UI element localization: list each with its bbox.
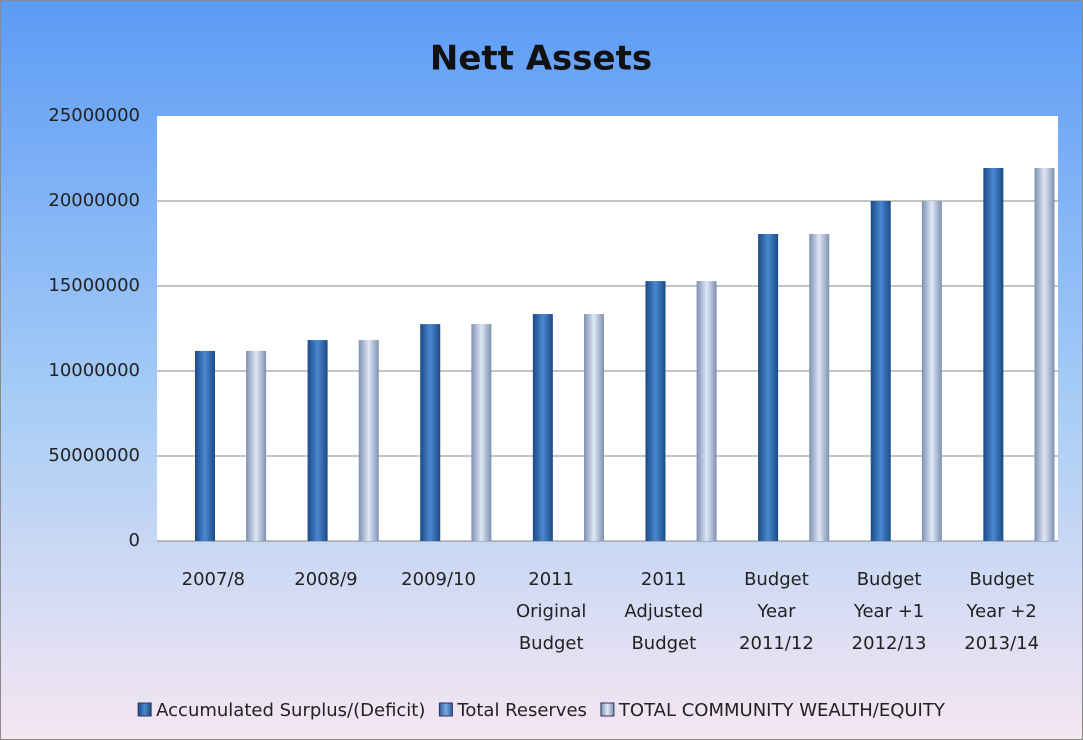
y-tick-label: 20000000 — [48, 190, 140, 211]
x-tick-line: Budget — [969, 569, 1034, 590]
bar — [809, 233, 830, 542]
x-tick-line: 2013/14 — [964, 633, 1039, 654]
x-tick-line: Budget — [519, 633, 584, 654]
x-tick-line: 2011 — [641, 569, 687, 590]
y-tick-label: 50000000 — [48, 445, 140, 466]
bar — [1034, 168, 1055, 541]
x-tick-line: Budget — [631, 633, 696, 654]
bar — [420, 324, 441, 541]
bar — [246, 350, 267, 541]
bar — [645, 281, 666, 541]
y-tick-label: 0 — [129, 530, 140, 551]
y-tick-label: 15000000 — [48, 275, 140, 296]
bar — [471, 324, 492, 541]
bar — [358, 340, 379, 541]
legend-swatch — [438, 702, 453, 717]
x-tick-line: Year — [756, 601, 796, 622]
y-tick-label: 10000000 — [48, 360, 140, 381]
plot-area — [157, 116, 1058, 541]
x-tick-label: 2011 Original Budget — [516, 569, 586, 654]
chart-title: Nett Assets — [430, 39, 652, 79]
bar — [696, 281, 717, 541]
x-tick-label: Budget Year +2 2013/14 — [964, 569, 1039, 654]
legend-swatch — [137, 702, 152, 717]
x-tick-line: Year +2 — [966, 601, 1037, 622]
bar — [983, 168, 1004, 541]
x-tick-line: Original — [516, 601, 586, 622]
bar — [758, 233, 779, 542]
x-tick-line: Year +1 — [853, 601, 924, 622]
bar — [583, 314, 604, 541]
bar — [307, 340, 328, 541]
x-tick-line: Budget — [857, 569, 922, 590]
x-tick-line: Adjusted — [624, 601, 703, 622]
bar — [870, 201, 891, 541]
legend: Accumulated Surplus/(Deficit) Total Reser… — [137, 700, 946, 721]
x-tick-line: Budget — [744, 569, 809, 590]
legend-label: Total Reserves — [456, 700, 587, 721]
bar — [921, 201, 942, 541]
x-tick-line: 2011 — [528, 569, 574, 590]
x-tick-label: 2008/9 — [294, 569, 357, 590]
x-tick-label: 2007/8 — [182, 569, 245, 590]
x-tick-label: Budget Year 2011/12 — [739, 569, 814, 654]
bar — [194, 350, 215, 541]
x-tick-label: Budget Year +1 2012/13 — [852, 569, 927, 654]
x-tick-line: 2011/12 — [739, 633, 814, 654]
x-tick-line: 2008/9 — [294, 569, 357, 590]
x-tick-line: 2009/10 — [401, 569, 476, 590]
x-tick-line: 2012/13 — [852, 633, 927, 654]
x-tick-label: 2011 Adjusted Budget — [624, 569, 703, 654]
x-tick-line: 2007/8 — [182, 569, 245, 590]
legend-label: TOTAL COMMUNITY WEALTH/EQUITY — [618, 700, 946, 721]
bar — [532, 314, 553, 541]
x-tick-label: 2009/10 — [401, 569, 476, 590]
legend-swatch — [600, 702, 615, 717]
y-tick-label: 25000000 — [48, 105, 140, 126]
legend-label: Accumulated Surplus/(Deficit) — [156, 700, 425, 721]
